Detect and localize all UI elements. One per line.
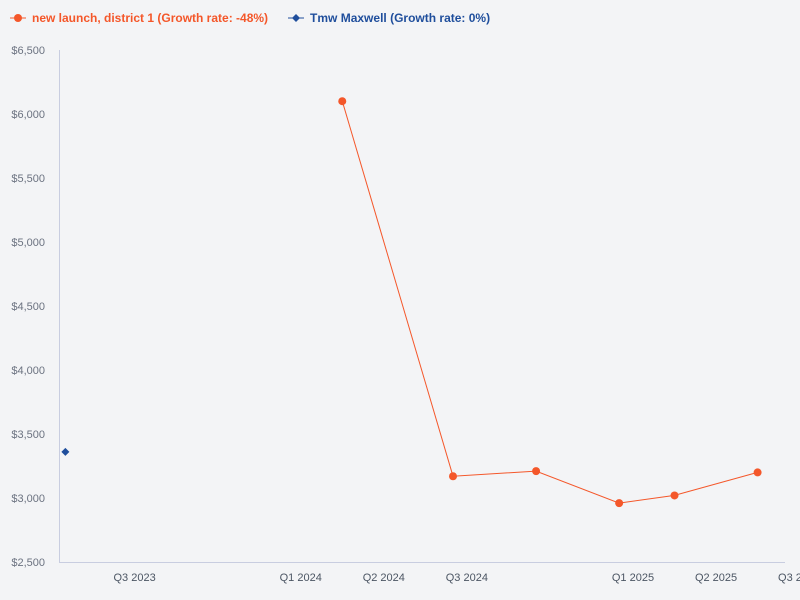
legend-label-series-2: Tmw Maxwell (Growth rate: 0%) bbox=[310, 11, 491, 25]
x-tick-label: Q1 2025 bbox=[612, 572, 654, 584]
x-tick-label: Q3 2023 bbox=[113, 572, 155, 584]
y-tick-label: $4,500 bbox=[11, 301, 45, 313]
circle-marker-icon bbox=[10, 14, 26, 22]
legend-item-series-2[interactable]: Tmw Maxwell (Growth rate: 0%) bbox=[288, 11, 490, 25]
data-point[interactable] bbox=[753, 468, 762, 477]
data-point[interactable] bbox=[449, 472, 458, 481]
legend-label-series-1: new launch, district 1 (Growth rate: -48… bbox=[32, 11, 269, 25]
legend: new launch, district 1 (Growth rate: -48… bbox=[10, 9, 490, 27]
data-point[interactable] bbox=[670, 491, 679, 500]
data-point[interactable] bbox=[615, 499, 624, 508]
y-tick-label: $2,500 bbox=[11, 557, 45, 569]
y-tick-labels: $2,500 $3,000 $3,500 $4,000 $4,500 $5,000 $5,5… bbox=[11, 45, 45, 569]
x-tick-label: Q2 2025 bbox=[695, 572, 737, 584]
diamond-marker-icon bbox=[288, 14, 305, 22]
x-tick-labels: Q3 2023 Q1 2024 Q2 2024 Q3 2024 Q1 2025 Q2 20… bbox=[113, 572, 800, 584]
legend-item-series-1[interactable]: new launch, district 1 (Growth rate: -48… bbox=[10, 11, 268, 25]
y-tick-label: $3,000 bbox=[11, 493, 45, 505]
x-tick-label: Q1 2024 bbox=[280, 572, 322, 584]
data-point[interactable] bbox=[61, 447, 70, 456]
y-tick-label: $6,000 bbox=[11, 109, 45, 121]
y-tick-label: $6,500 bbox=[11, 45, 45, 57]
y-tick-label: $5,500 bbox=[11, 173, 45, 185]
series-layer bbox=[61, 97, 762, 508]
data-point[interactable] bbox=[338, 97, 347, 106]
y-tick-label: $4,000 bbox=[11, 365, 45, 377]
x-tick-label: Q3 2025 bbox=[778, 572, 800, 584]
x-tick-label: Q2 2024 bbox=[363, 572, 405, 584]
data-point[interactable] bbox=[532, 467, 541, 476]
y-tick-label: $5,000 bbox=[11, 237, 45, 249]
y-tick-label: $3,500 bbox=[11, 429, 45, 441]
x-tick-label: Q3 2024 bbox=[446, 572, 488, 584]
series-line-1 bbox=[341, 101, 758, 504]
